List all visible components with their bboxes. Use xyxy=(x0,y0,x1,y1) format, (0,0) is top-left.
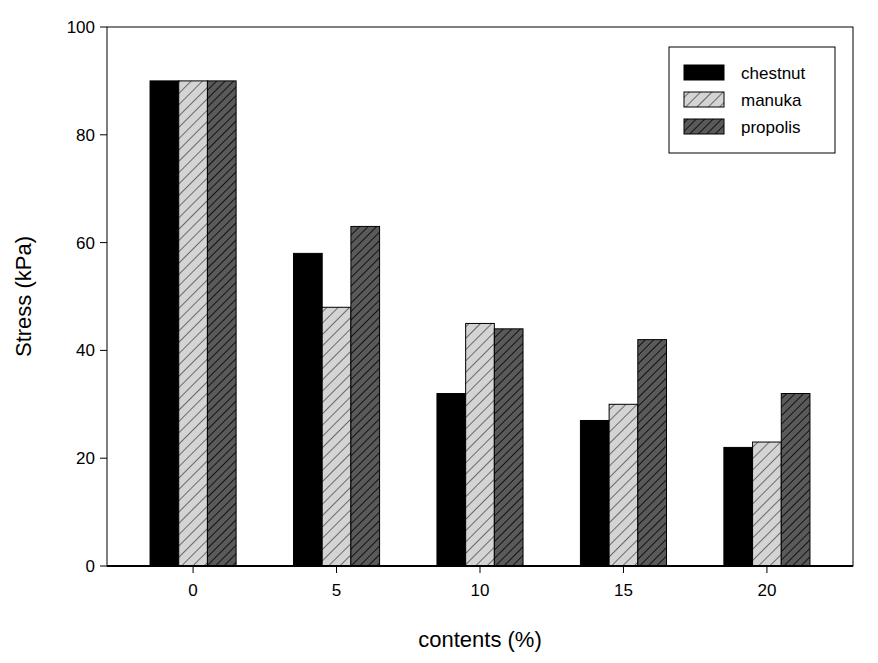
bars xyxy=(150,81,810,566)
x-tick xyxy=(623,566,624,573)
y-tick xyxy=(100,27,107,28)
chart-svg: 0 20 40 60 80 100 0 5 10 15 20 contents (%) Stress (… xyxy=(0,0,878,663)
bar xyxy=(638,340,667,566)
bar xyxy=(437,394,466,566)
legend-box xyxy=(669,47,835,153)
x-axis-label: contents (%) xyxy=(418,627,542,652)
chart-container: 0 20 40 60 80 100 0 5 10 15 20 contents (%) Stress (… xyxy=(0,0,878,663)
legend-label: manuka xyxy=(741,91,802,110)
legend-swatch xyxy=(684,65,724,80)
x-tick xyxy=(336,566,337,573)
legend-swatch xyxy=(684,92,724,107)
y-tick-label: 60 xyxy=(76,234,95,253)
y-tick xyxy=(100,242,107,243)
bar xyxy=(609,404,638,566)
bar xyxy=(207,81,236,566)
bar xyxy=(179,81,208,566)
x-tick xyxy=(480,566,481,573)
x-tick-label: 5 xyxy=(332,581,341,600)
x-tick xyxy=(766,566,767,573)
x-tick-label: 20 xyxy=(757,581,776,600)
plot-frame xyxy=(107,27,853,566)
x-tick xyxy=(193,566,194,573)
bar xyxy=(494,329,523,566)
bar xyxy=(580,420,609,566)
y-tick-label: 40 xyxy=(76,341,95,360)
y-tick xyxy=(100,458,107,459)
bar xyxy=(724,447,753,566)
y-tick-label: 100 xyxy=(67,18,95,37)
bar xyxy=(294,253,323,566)
legend-swatch xyxy=(684,119,724,134)
bar xyxy=(150,81,179,566)
y-tick-label: 80 xyxy=(76,126,95,145)
bar xyxy=(351,226,380,566)
legend-label: chestnut xyxy=(741,64,806,83)
legend-label: propolis xyxy=(741,118,801,137)
bar xyxy=(466,323,495,566)
y-tick-label: 20 xyxy=(76,449,95,468)
x-tick-label: 15 xyxy=(614,581,633,600)
y-tick xyxy=(100,134,107,135)
y-axis-label: Stress (kPa) xyxy=(11,236,36,357)
bar xyxy=(781,394,810,566)
x-tick-label: 0 xyxy=(188,581,197,600)
y-tick xyxy=(100,566,107,567)
y-tick-label: 0 xyxy=(86,557,95,576)
y-tick xyxy=(100,350,107,351)
bar xyxy=(753,442,782,566)
legend: chestnut manuka propolis xyxy=(669,47,835,153)
x-tick-label: 10 xyxy=(471,581,490,600)
bar xyxy=(322,307,351,566)
